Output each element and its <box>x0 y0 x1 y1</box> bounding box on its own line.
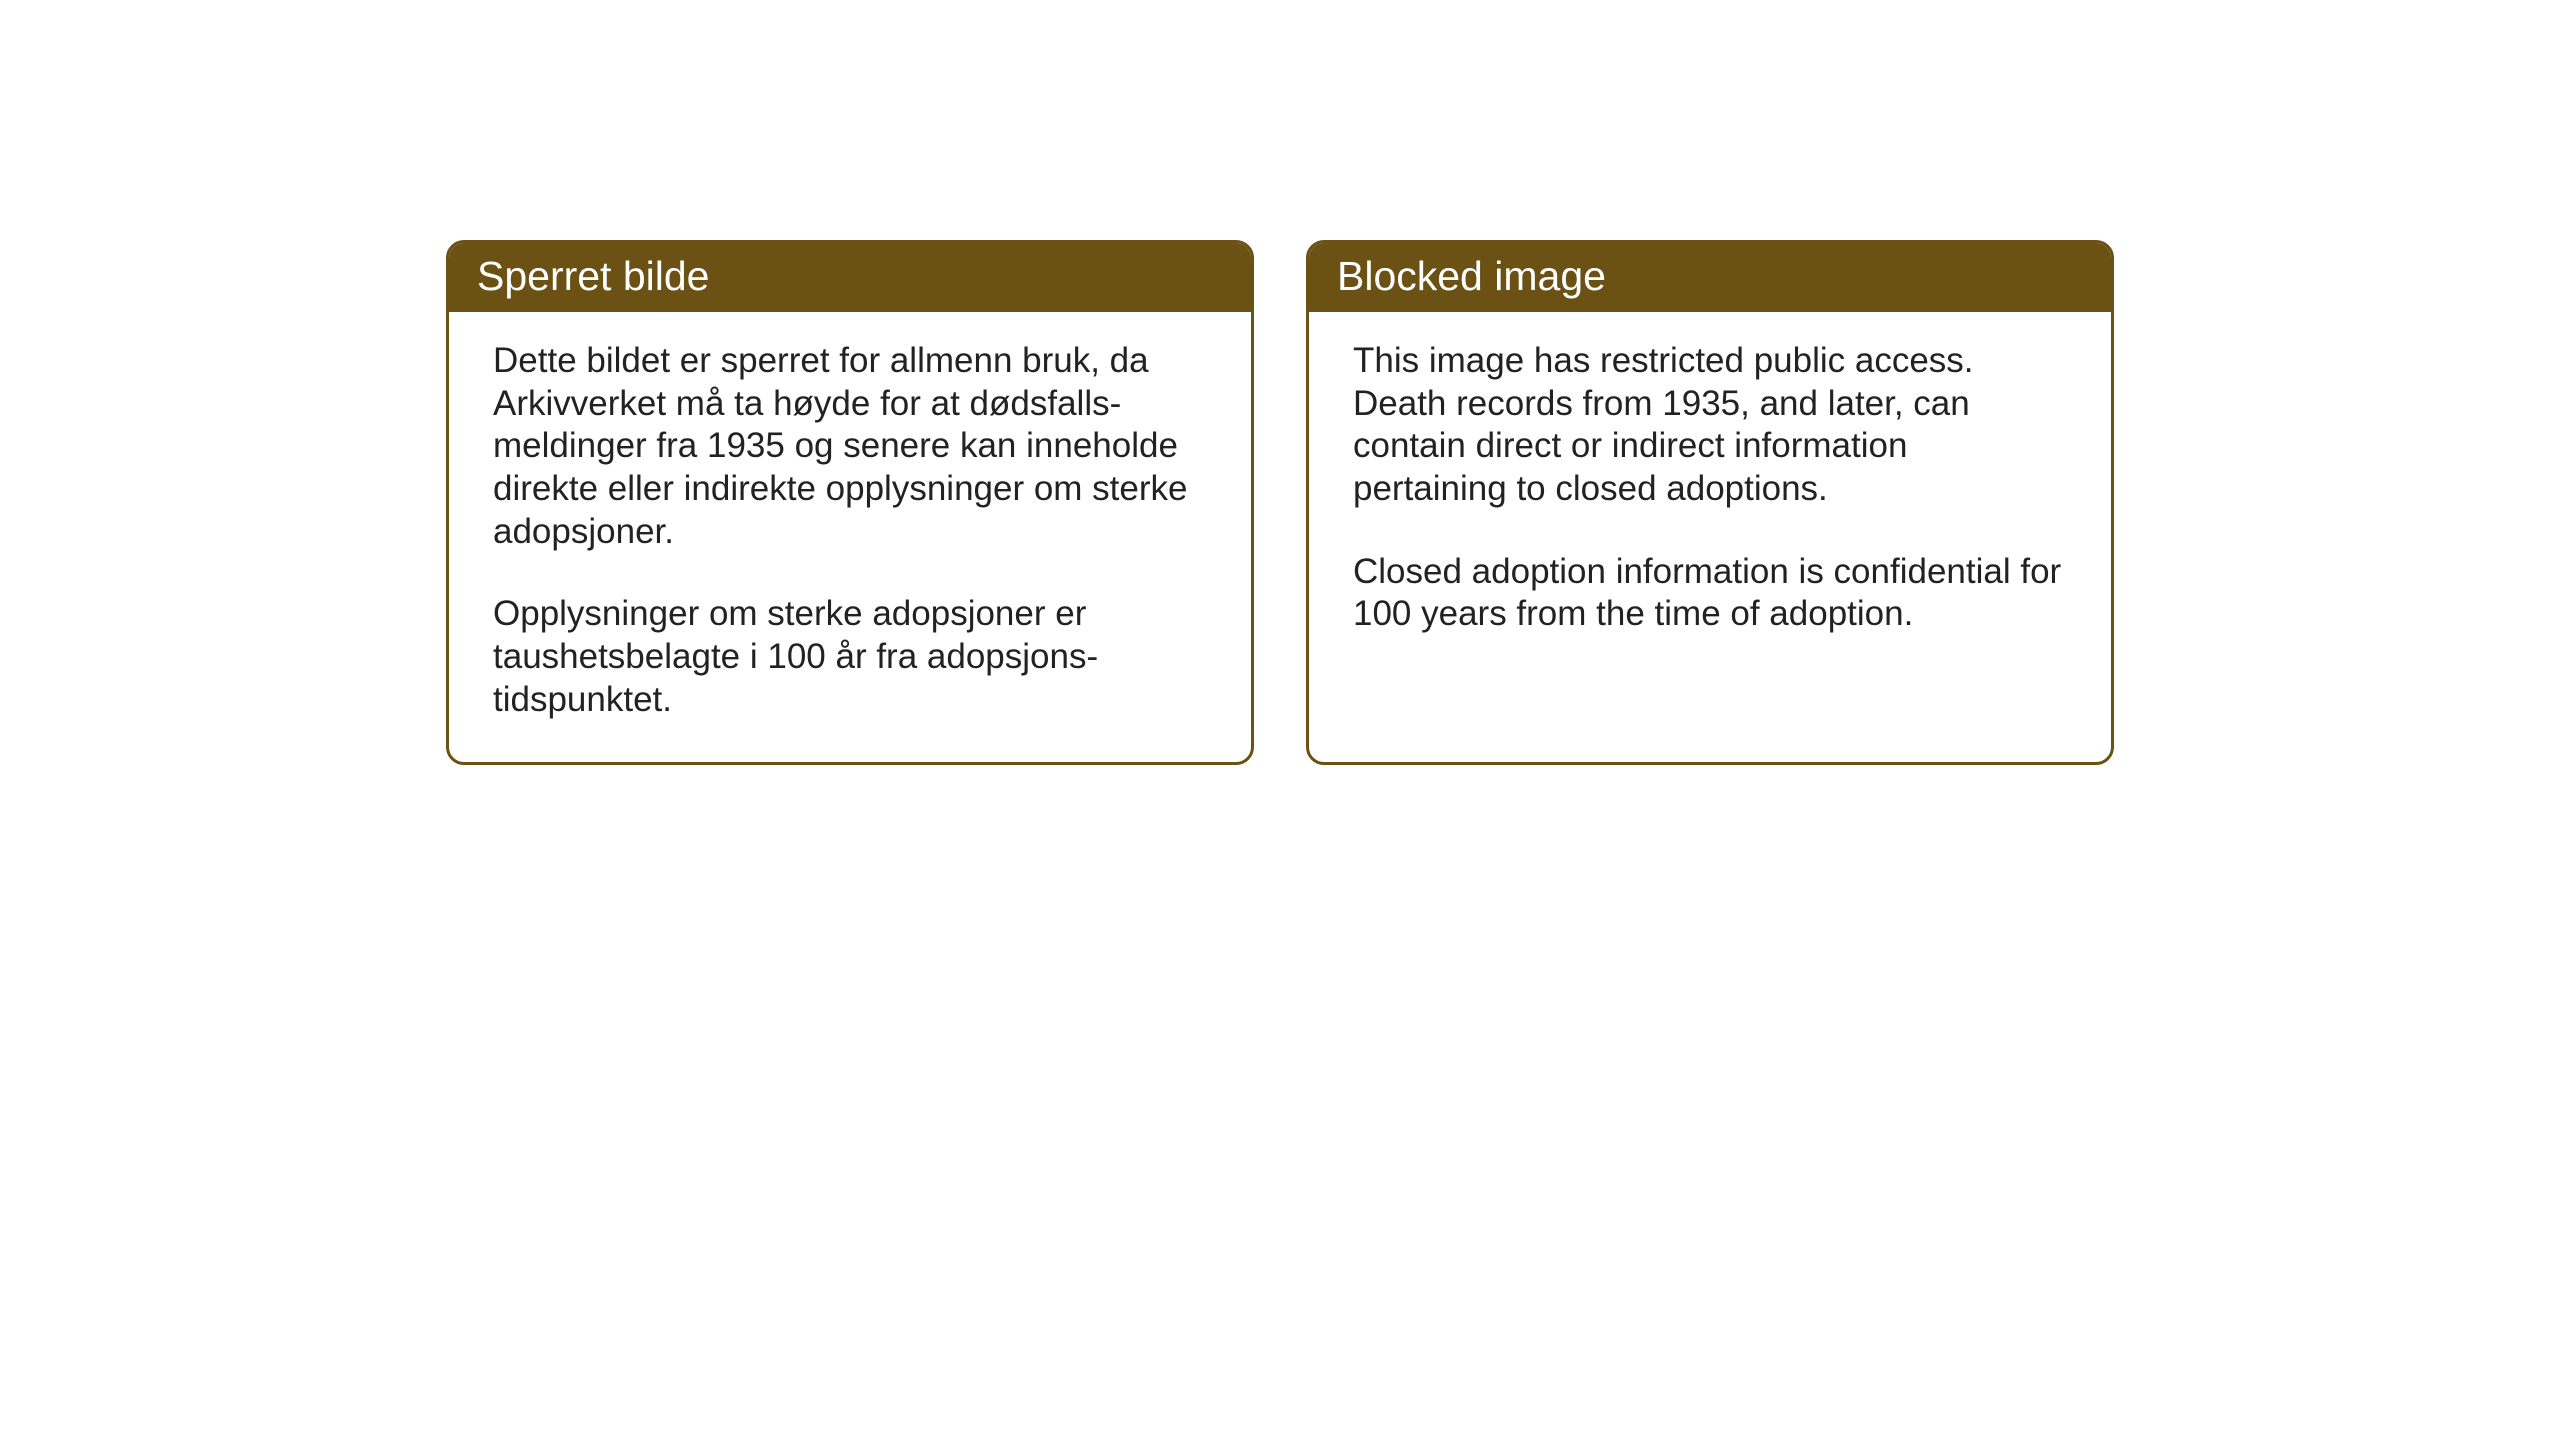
notice-paragraph-2-norwegian: Opplysninger om sterke adopsjoner er tau… <box>493 593 1207 721</box>
notice-body-english: This image has restricted public access.… <box>1309 312 2111 742</box>
notice-title-norwegian: Sperret bilde <box>449 243 1251 312</box>
notice-paragraph-1-norwegian: Dette bildet er sperret for allmenn bruk… <box>493 340 1207 553</box>
notice-title-english: Blocked image <box>1309 243 2111 312</box>
notice-body-norwegian: Dette bildet er sperret for allmenn bruk… <box>449 312 1251 762</box>
notice-container: Sperret bilde Dette bildet er sperret fo… <box>446 240 2114 765</box>
notice-card-norwegian: Sperret bilde Dette bildet er sperret fo… <box>446 240 1254 765</box>
notice-paragraph-2-english: Closed adoption information is confident… <box>1353 551 2067 636</box>
notice-paragraph-1-english: This image has restricted public access.… <box>1353 340 2067 511</box>
notice-card-english: Blocked image This image has restricted … <box>1306 240 2114 765</box>
